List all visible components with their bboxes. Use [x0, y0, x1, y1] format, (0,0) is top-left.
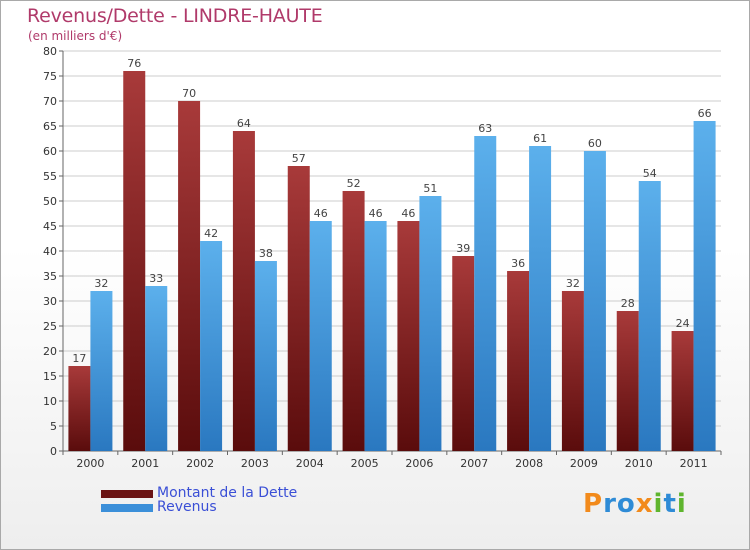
data-label: 36	[511, 257, 525, 270]
y-tick-label: 40	[43, 245, 57, 258]
logo-letter: P	[583, 489, 604, 519]
debt-bar	[452, 256, 475, 451]
x-tick-label: 2011	[680, 457, 708, 470]
x-tick-label: 2006	[405, 457, 433, 470]
debt-bar	[671, 331, 694, 451]
debt-bar	[232, 131, 255, 451]
proxiti-logo: Proxiti	[583, 489, 687, 519]
x-tick-label: 2007	[460, 457, 488, 470]
y-tick-label: 65	[43, 120, 57, 133]
logo-letter: x	[635, 489, 654, 519]
revenue-bar	[419, 196, 442, 451]
y-tick-label: 55	[43, 170, 57, 183]
logo-letter: i	[676, 489, 687, 519]
data-label: 33	[149, 272, 163, 285]
y-tick-label: 20	[43, 345, 57, 358]
data-label: 42	[204, 227, 218, 240]
revenue-bar	[309, 221, 332, 451]
data-label: 66	[698, 107, 712, 120]
data-label: 61	[533, 132, 547, 145]
revenue-bar	[638, 181, 661, 451]
data-label: 28	[621, 297, 635, 310]
revenue-bar	[200, 241, 223, 451]
data-label: 38	[259, 247, 273, 260]
chart-subtitle: (en milliers d'€)	[28, 29, 123, 43]
data-label: 32	[566, 277, 580, 290]
logo-letter: t	[663, 489, 677, 519]
x-tick-label: 2002	[186, 457, 214, 470]
revenue-bar	[254, 261, 277, 451]
data-label: 52	[347, 177, 361, 190]
x-tick-label: 2003	[241, 457, 269, 470]
revenue-bar	[529, 146, 552, 451]
data-label: 70	[182, 87, 196, 100]
legend-swatch-debt	[101, 490, 153, 498]
axes: 0 5 10 15 20 25 30 35 40 45 50 55 60 65 70 75 80 2000 2001…	[43, 45, 722, 470]
x-tick-label: 2000	[76, 457, 104, 470]
data-label: 39	[456, 242, 470, 255]
grid-lines	[63, 50, 721, 427]
data-label: 46	[369, 207, 383, 220]
data-label: 54	[643, 167, 657, 180]
y-tick-label: 10	[43, 395, 57, 408]
legend-label-revenue: Revenus	[157, 499, 217, 515]
y-tick-label: 30	[43, 295, 57, 308]
y-tick-label: 5	[50, 420, 57, 433]
legend-label-debt: Montant de la Dette	[157, 485, 298, 501]
y-tick-label: 80	[43, 45, 57, 58]
data-label: 64	[237, 117, 251, 130]
debt-bar	[507, 271, 530, 451]
y-tick-label: 15	[43, 370, 57, 383]
revenue-bar	[583, 151, 606, 451]
x-tick-label: 2001	[131, 457, 159, 470]
data-label: 46	[401, 207, 415, 220]
y-tick-label: 75	[43, 70, 57, 83]
debt-bar	[616, 311, 639, 451]
y-tick-label: 0	[50, 445, 57, 458]
data-label: 32	[94, 277, 108, 290]
debt-bar	[178, 101, 201, 451]
x-tick-label: 2005	[351, 457, 379, 470]
value-labels: 17 32 76 33 70 42 64 38 57 46 52 46 46 51 39 63 36 61 32 60…	[72, 57, 711, 365]
logo-letter: r	[603, 489, 617, 519]
y-tick-label: 35	[43, 270, 57, 283]
data-label: 76	[127, 57, 141, 70]
data-label: 63	[478, 122, 492, 135]
revenue-bar	[364, 221, 387, 451]
debt-bar	[397, 221, 420, 451]
data-label: 51	[423, 182, 437, 195]
revenue-bar	[90, 291, 113, 451]
debt-bar	[123, 71, 146, 451]
revenue-bar	[474, 136, 497, 451]
debt-bar	[342, 191, 365, 451]
y-tick-label: 50	[43, 195, 57, 208]
x-tick-label: 2008	[515, 457, 543, 470]
data-label: 17	[72, 352, 86, 365]
chart-title: Revenus/Dette - LINDRE-HAUTE	[27, 5, 323, 27]
x-tick-label: 2010	[625, 457, 653, 470]
data-label: 60	[588, 137, 602, 150]
y-tick-label: 60	[43, 145, 57, 158]
x-tick-label: 2004	[296, 457, 324, 470]
logo-letter: i	[653, 489, 664, 519]
legend-swatch-revenue	[101, 504, 153, 512]
y-tick-label: 70	[43, 95, 57, 108]
debt-bar	[287, 166, 310, 451]
y-tick-label: 45	[43, 220, 57, 233]
debt-bar	[561, 291, 584, 451]
data-label: 57	[292, 152, 306, 165]
x-tick-label: 2009	[570, 457, 598, 470]
data-label: 24	[676, 317, 690, 330]
data-label: 46	[314, 207, 328, 220]
revenue-bar	[693, 121, 716, 451]
revenue-bar	[145, 286, 168, 451]
bars	[68, 71, 716, 451]
debt-bar	[68, 366, 91, 451]
y-tick-label: 25	[43, 320, 57, 333]
logo-letter: o	[616, 489, 636, 519]
